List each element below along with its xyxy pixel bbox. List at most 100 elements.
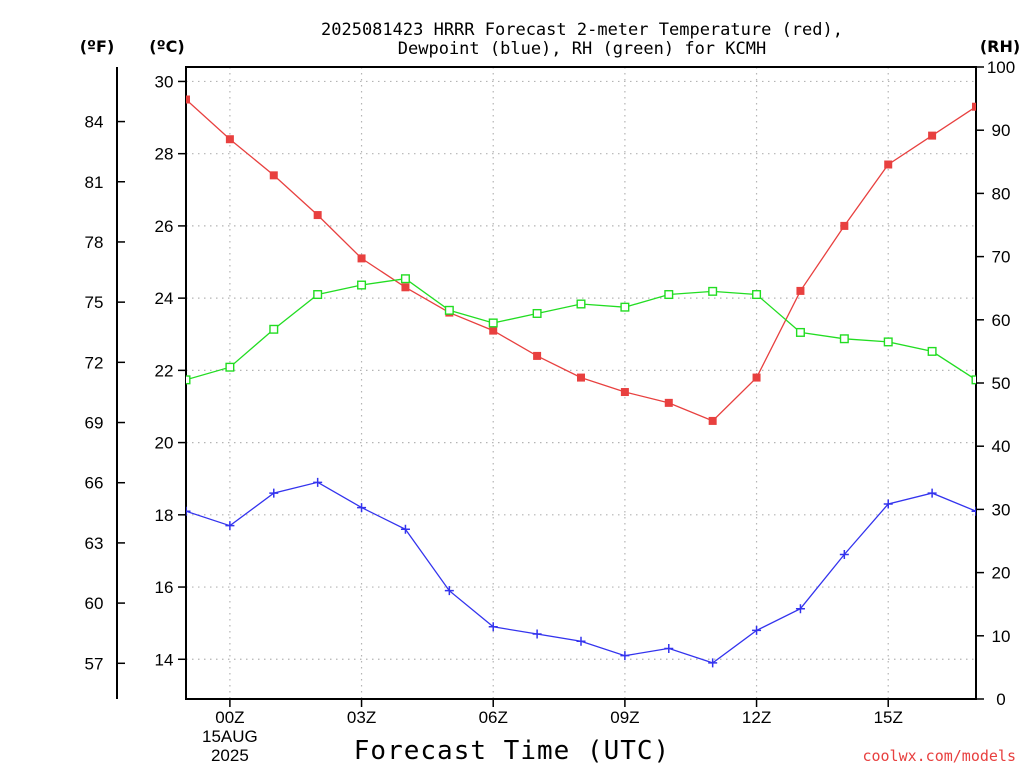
dewpoint-point [488, 622, 498, 632]
rh-point [839, 334, 849, 344]
celsius-tick-label: 28 [155, 145, 174, 164]
dewpoint-point [225, 521, 235, 531]
series-temperature [186, 95, 976, 425]
rh-tick-label: 60 [992, 311, 1011, 330]
rh-point [400, 274, 410, 284]
rh-tick-label: 80 [992, 184, 1011, 203]
temperature-point [269, 171, 278, 180]
rh-point [795, 327, 805, 337]
celsius-tick-label: 20 [155, 434, 174, 453]
tick-labels: 14 16 18 20 22 24 26 28 30 57 60 63 66 69 72 75 78 81 84 0 1… [85, 58, 1016, 765]
series-dewpoint [186, 477, 976, 668]
x-tick-label: 12Z [742, 708, 771, 727]
celsius-tick-label: 14 [155, 650, 174, 669]
fahrenheit-tick-label: 63 [85, 534, 104, 553]
fahrenheit-tick-label: 78 [85, 233, 104, 252]
dewpoint-point [357, 503, 367, 513]
series-rh [186, 274, 976, 385]
fahrenheit-tick-label: 75 [85, 293, 104, 312]
temperature-point [489, 326, 498, 335]
celsius-tick-label: 22 [155, 361, 174, 380]
temperature-line [186, 99, 976, 422]
temperature-point [186, 95, 190, 104]
rh-point [883, 337, 893, 347]
rh-tick-label: 50 [992, 374, 1011, 393]
dewpoint-point [444, 586, 454, 596]
celsius-unit-label: (ºC) [149, 37, 184, 56]
rh-point [664, 290, 674, 300]
x-tick-year-label: 2025 [211, 746, 249, 765]
dewpoint-point [708, 658, 718, 668]
dewpoint-point [927, 488, 937, 498]
dewpoint-point [576, 636, 586, 646]
fahrenheit-tick-label: 57 [85, 654, 104, 673]
credit-text: coolwx.com/models [862, 747, 1016, 765]
dewpoint-line [186, 481, 976, 664]
rh-point [752, 290, 762, 300]
celsius-tick-label: 16 [155, 578, 174, 597]
rh-point [532, 308, 542, 318]
fahrenheit-unit-label: (ºF) [80, 37, 115, 56]
rh-point [927, 346, 937, 356]
rh-point [488, 318, 498, 328]
rh-point [576, 299, 586, 309]
dewpoint-point [795, 604, 805, 614]
temperature-point [620, 388, 629, 397]
rh-point [225, 362, 235, 372]
rh-point [444, 305, 454, 315]
grid-lines [186, 67, 976, 699]
dewpoint-point [664, 643, 674, 653]
temperature-point [577, 373, 585, 382]
rh-line [186, 278, 976, 381]
temperature-point [708, 416, 717, 425]
x-tick-label: 00Z [215, 708, 244, 727]
rh-point [269, 324, 279, 334]
dewpoint-point [269, 488, 279, 498]
temperature-point [928, 131, 937, 140]
celsius-tick-label: 18 [155, 506, 174, 525]
fahrenheit-tick-label: 60 [85, 594, 104, 613]
rh-tick-label: 70 [992, 248, 1011, 267]
temperature-point [533, 351, 542, 360]
dewpoint-point [313, 477, 323, 487]
fahrenheit-tick-label: 81 [85, 173, 104, 192]
rh-tick-label: 20 [992, 564, 1011, 583]
rh-tick-label: 30 [992, 500, 1011, 519]
rh-tick-label: 100 [987, 58, 1015, 77]
temperature-point [401, 283, 410, 292]
rh-point [708, 286, 718, 296]
rh-tick-label: 40 [992, 437, 1011, 456]
data-series [186, 95, 976, 668]
temperature-point [664, 398, 673, 407]
fahrenheit-tick-label: 84 [85, 113, 104, 132]
rh-point [357, 280, 367, 290]
dewpoint-point [883, 499, 893, 509]
temperature-point [752, 373, 761, 382]
fahrenheit-tick-label: 69 [85, 414, 104, 433]
rh-tick-label: 0 [996, 690, 1005, 709]
fahrenheit-tick-label: 66 [85, 474, 104, 493]
dewpoint-point [400, 524, 410, 534]
temperature-point [313, 211, 322, 220]
chart-title-line-1: 2025081423 HRRR Forecast 2-meter Tempera… [321, 20, 843, 40]
celsius-tick-label: 26 [155, 217, 174, 236]
x-tick-label: 09Z [610, 708, 639, 727]
temperature-point [796, 286, 805, 295]
rh-tick-label: 90 [992, 121, 1011, 140]
x-tick-label: 15Z [874, 708, 903, 727]
temperature-point [972, 102, 976, 111]
dewpoint-point [752, 625, 762, 635]
rh-point [620, 302, 630, 312]
temperature-point [357, 254, 366, 263]
dewpoint-point [839, 550, 849, 560]
temperature-point [225, 135, 234, 144]
rh-point [971, 375, 976, 385]
dewpoint-point [620, 651, 630, 661]
dewpoint-point [971, 506, 976, 516]
celsius-tick-label: 30 [155, 72, 174, 91]
rh-unit-label: (RH) [980, 37, 1020, 56]
rh-point [186, 375, 191, 385]
x-axis-label: Forecast Time (UTC) [354, 736, 670, 766]
celsius-tick-label: 24 [155, 289, 174, 308]
